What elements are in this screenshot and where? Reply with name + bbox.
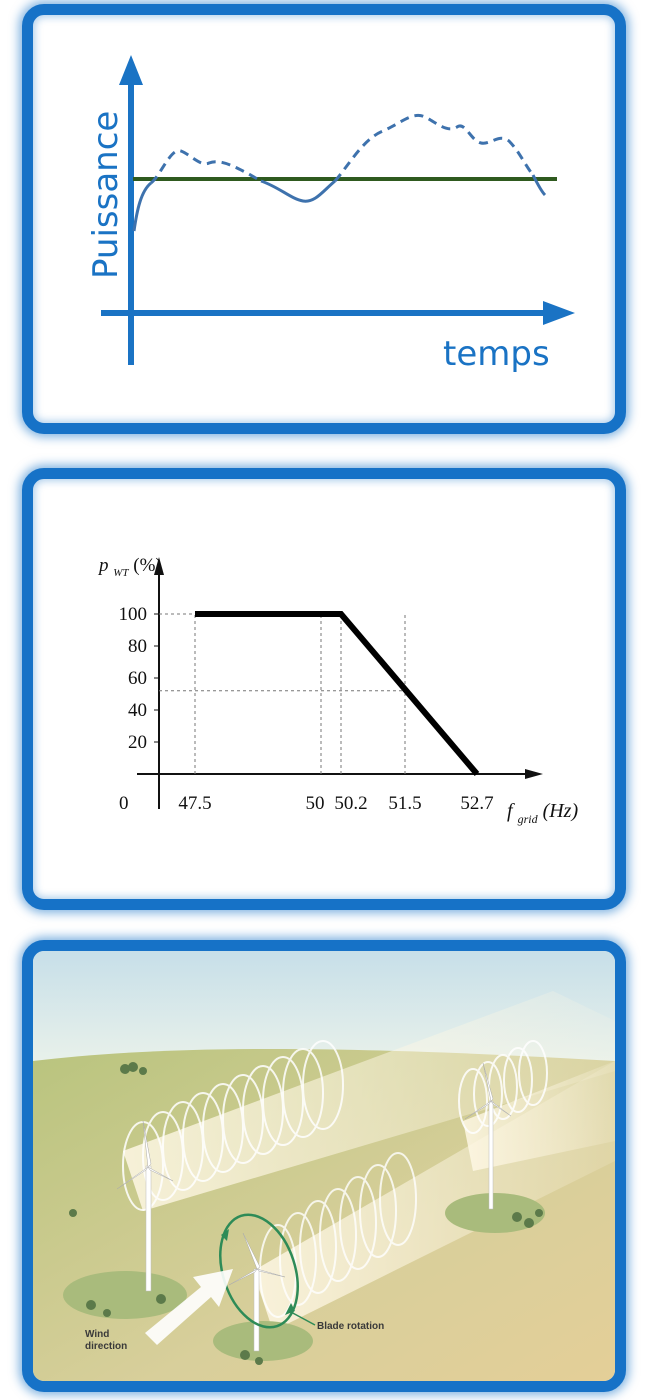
shrubs	[69, 1062, 543, 1365]
y-axis-arrowhead	[119, 55, 143, 85]
chart-y-axis-label: p WT (%)	[97, 555, 162, 581]
y-tick-label: 80	[128, 636, 147, 657]
wind-turbine-highlighted	[228, 1232, 286, 1352]
blade-rotation-label: Blade rotation	[317, 1321, 384, 1332]
grass-patch	[63, 1271, 187, 1319]
wake-beam-left	[123, 991, 615, 1211]
x-tick-label: 51.5	[388, 793, 421, 814]
wind-turbine	[116, 1120, 174, 1292]
power-curve-solid	[132, 179, 336, 232]
xlabel-main: f	[507, 800, 515, 822]
y-tick-label: 60	[128, 668, 147, 689]
wind-farm-illustration: Wind direction Blade rotation	[33, 951, 615, 1381]
wind-turbine	[464, 1062, 512, 1210]
xlabel-unit: (Hz)	[543, 800, 579, 822]
wind-direction-arrow	[145, 1269, 233, 1345]
frequency-response-panel: p WT (%) f grid (Hz) 0 100 80 60 40 20 47.5 5…	[22, 468, 626, 910]
series-line	[195, 611, 480, 776]
ylabel-sub: WT	[113, 567, 129, 579]
ylabel-unit: (%)	[133, 555, 161, 576]
y-tick-label: 20	[128, 732, 147, 753]
power-curve-dashed	[149, 114, 535, 185]
wind-direction-label-line1: Wind	[85, 1329, 109, 1340]
wind-direction-label-line2: direction	[85, 1341, 127, 1352]
chart-x-axis-label: f grid (Hz)	[507, 800, 578, 828]
wake-helix-right	[458, 1040, 548, 1134]
x-tick-labels: 47.5 50 50.2 51.5 52.7	[178, 793, 493, 814]
wake-helix-left	[122, 1040, 344, 1211]
blade-rotation-arrow	[285, 1303, 295, 1315]
x-axis-arrowhead	[543, 301, 575, 325]
power-curve-tail	[531, 174, 547, 197]
y-tick-label: 40	[128, 700, 147, 721]
origin-label: 0	[119, 793, 129, 814]
power-time-panel: Puissance temps	[22, 4, 626, 434]
ylabel-main: p	[97, 555, 109, 576]
y-tick-label: 100	[119, 604, 148, 625]
grass-patch	[445, 1193, 545, 1233]
reference-lines	[159, 613, 406, 774]
chart-y-arrowhead	[154, 557, 164, 575]
x-tick-label: 47.5	[178, 793, 211, 814]
xlabel-sub: grid	[518, 812, 539, 826]
blade-rotation-arrow	[221, 1229, 229, 1241]
x-axis-label: temps	[443, 334, 550, 374]
x-tick-label: 50	[306, 793, 325, 814]
series-group	[195, 611, 480, 776]
y-tick-labels: 100 80 60 40 20	[119, 604, 159, 753]
x-tick-label: 52.7	[460, 793, 493, 814]
grass-patch	[213, 1321, 313, 1361]
wind-farm-panel: Wind direction Blade rotation	[22, 940, 626, 1392]
x-tick-label: 50.2	[334, 793, 367, 814]
y-axis-label: Puissance	[86, 111, 126, 279]
chart-x-arrowhead	[525, 769, 543, 779]
power-time-diagram: Puissance temps	[86, 55, 575, 374]
wake-beam-right	[463, 1061, 615, 1171]
blade-rotation-leader	[288, 1310, 316, 1326]
frequency-response-chart: p WT (%) f grid (Hz) 0 100 80 60 40 20 47.5 5…	[97, 555, 578, 828]
